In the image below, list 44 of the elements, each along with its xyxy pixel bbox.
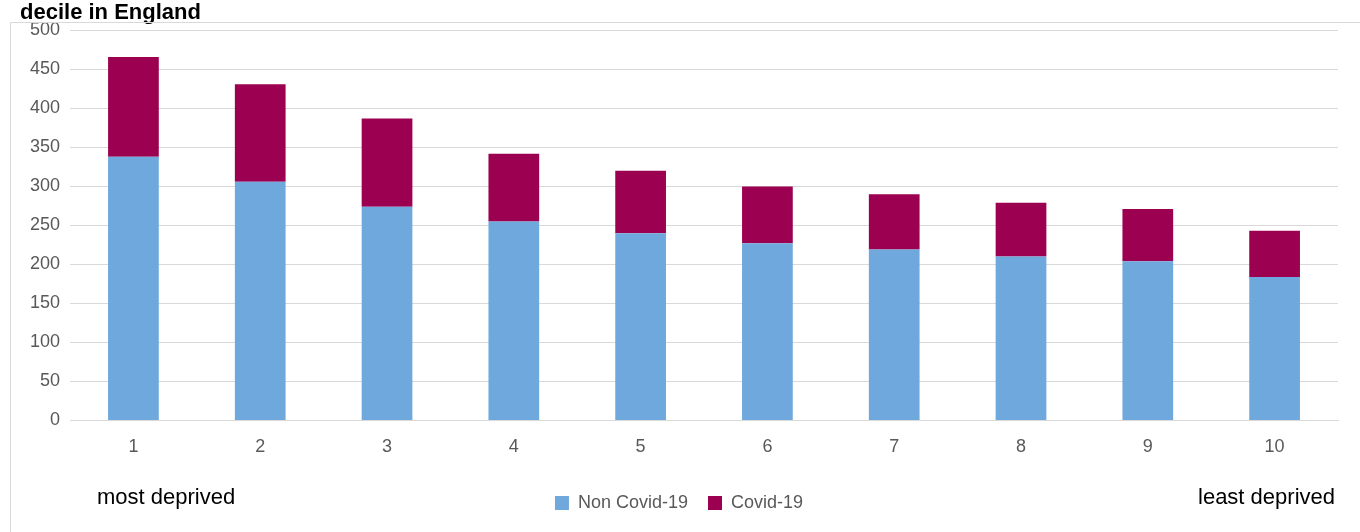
bar: [742, 186, 793, 244]
legend-label: Covid-19: [731, 491, 804, 512]
bar: [234, 181, 286, 420]
y-tick-label: 450: [29, 58, 61, 79]
bar: [488, 221, 540, 420]
x-tick-label: 3: [382, 436, 393, 457]
bar: [868, 249, 920, 420]
text: most deprived: [97, 484, 236, 510]
y-tick-label: 100: [29, 331, 61, 352]
y-tick-label: 200: [29, 253, 61, 274]
bar: [488, 153, 540, 222]
y-tick-label: 300: [29, 175, 61, 196]
y-tick-label: 50: [40, 370, 61, 391]
x-tick-label: 7: [889, 436, 900, 457]
x-tick-label: 1: [128, 436, 139, 457]
bar: [361, 206, 413, 420]
bar: [742, 243, 793, 420]
legend-label: Non Covid-19: [577, 491, 689, 512]
bar: [1122, 209, 1174, 262]
bar: [995, 256, 1047, 420]
x-tick-label: 4: [508, 436, 519, 457]
x-tick-label: 9: [1142, 436, 1153, 457]
x-tick-label: 6: [762, 436, 773, 457]
bar: [1122, 261, 1174, 420]
bar: [868, 194, 920, 250]
y-tick-label: 400: [29, 97, 61, 118]
bar: [615, 170, 666, 234]
bar: [995, 202, 1047, 257]
bar: [361, 118, 413, 207]
bar: [1249, 276, 1300, 420]
x-tick-label: 5: [635, 436, 646, 457]
y-tick-label: 350: [29, 136, 61, 157]
x-tick-label: 8: [1016, 436, 1027, 457]
x-tick-label: 2: [255, 436, 266, 457]
y-tick-label: 150: [29, 292, 61, 313]
bar: [108, 156, 159, 420]
y-tick-label: 250: [29, 214, 61, 235]
bar: [1249, 230, 1300, 277]
bar: [108, 56, 159, 157]
x-tick-label: 10: [1264, 436, 1285, 457]
y-tick-label: 0: [50, 409, 61, 430]
bar: [615, 233, 666, 420]
text: least deprived: [1198, 484, 1335, 510]
bar: [234, 84, 286, 182]
